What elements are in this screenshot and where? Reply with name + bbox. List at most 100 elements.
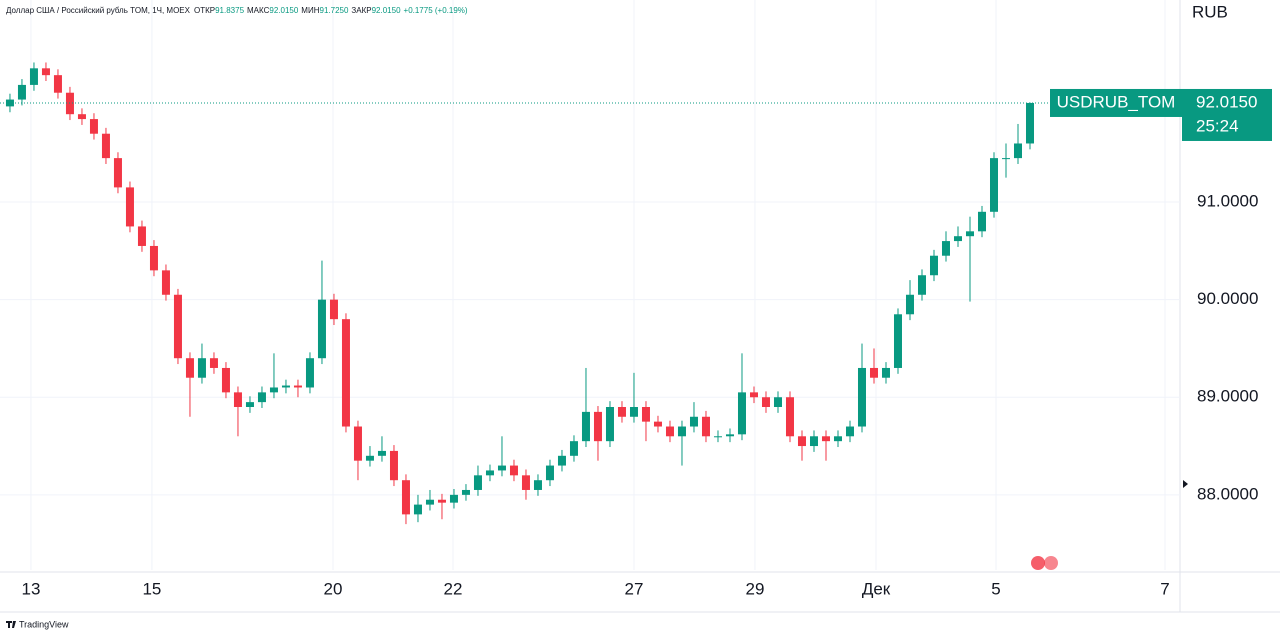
candle-body (149, 245, 158, 271)
candle-body (725, 434, 734, 437)
candle-body (137, 226, 146, 246)
candle-body (125, 187, 134, 227)
candle-body (485, 470, 494, 476)
candle-body (617, 407, 626, 417)
candle-body (437, 499, 446, 503)
candle-body (329, 299, 338, 320)
legend: Доллар США / Российский рубль TOM, 1Ч, M… (6, 6, 468, 15)
candle-body (377, 450, 386, 456)
candle-body (533, 480, 542, 490)
candle-body (365, 455, 374, 461)
candle-body (413, 504, 422, 515)
candle-body (245, 402, 254, 408)
x-tick-label: 15 (142, 579, 161, 598)
logo (6, 621, 16, 628)
candle-body (293, 385, 302, 388)
candle-body (857, 367, 866, 427)
candle-body (197, 358, 206, 378)
candle-body (761, 397, 770, 408)
candle-body (1025, 102, 1034, 144)
candle-body (953, 236, 962, 242)
price-tag (1182, 88, 1272, 141)
candle-body (821, 436, 830, 442)
y-tick-label: 90.0000 (1197, 289, 1258, 308)
candle-body (773, 397, 782, 408)
candle-body (497, 465, 506, 471)
candle-body (173, 294, 182, 359)
candle-body (917, 275, 926, 295)
x-tick-label: Дек (862, 579, 891, 598)
candle-body (977, 211, 986, 232)
candle-body (1013, 143, 1022, 159)
x-tick-label: 20 (324, 579, 343, 598)
candle-body (701, 416, 710, 437)
candle-body (521, 475, 530, 490)
candle-body (677, 426, 686, 437)
countdown: 25:24 (1196, 116, 1239, 135)
candle-body (869, 367, 878, 378)
scroll-arrow[interactable] (1183, 480, 1188, 488)
candle-body (905, 294, 914, 315)
candle-body (545, 465, 554, 481)
candle-body (161, 270, 170, 295)
candle-body (17, 84, 26, 100)
symbol-label: USDRUB_TOM (1057, 92, 1176, 111)
candle-body (833, 436, 842, 442)
plot (0, 0, 1180, 570)
candle-body (305, 358, 314, 388)
candle-body (221, 367, 230, 393)
candle-body (389, 450, 398, 481)
candle-body (713, 436, 722, 438)
legend-item: 91.7250 (320, 6, 349, 15)
candle-body (1001, 158, 1010, 160)
candle-body (965, 231, 974, 237)
legend-item: ОТКР (194, 6, 215, 15)
candle-body (77, 114, 86, 120)
x-tick-label: 5 (991, 579, 1000, 598)
candle-body (317, 299, 326, 359)
x-tick-label: 7 (1160, 579, 1169, 598)
y-tick-label: 88.0000 (1197, 484, 1258, 503)
candle-body (653, 421, 662, 427)
candle-body (449, 494, 458, 503)
legend-item: 92.0150 (372, 6, 401, 15)
currency[interactable]: RUB (1192, 2, 1228, 21)
candle-body (989, 158, 998, 212)
x-tick-label: 13 (22, 579, 41, 598)
candle-body (605, 407, 614, 442)
candle-body (593, 411, 602, 442)
x-tick-label: 29 (745, 579, 764, 598)
candle-body (809, 436, 818, 447)
candle-body (797, 436, 806, 447)
candle-body (113, 158, 122, 188)
candle-body (689, 416, 698, 427)
candle-body (845, 426, 854, 437)
candle-body (569, 441, 578, 456)
candle-body (353, 426, 362, 461)
candle-body (29, 68, 38, 85)
x-tick-label: 27 (625, 579, 644, 598)
legend-item: ЗАКР (351, 6, 371, 15)
event-icon[interactable] (1031, 556, 1045, 570)
candle-body (185, 358, 194, 378)
y-tick-label: 89.0000 (1197, 387, 1258, 406)
legend-item: +0.1775 (+0.19%) (404, 6, 468, 15)
candle-body (665, 426, 674, 437)
candle-body (269, 387, 278, 393)
candle-body (641, 407, 650, 422)
last-price-label: 92.0150 (1196, 92, 1257, 111)
candle-body (893, 314, 902, 368)
event-icon[interactable] (1044, 556, 1058, 570)
legend-item: 91.8375 (215, 6, 244, 15)
symbol-tag (1050, 88, 1182, 117)
candle-body (341, 319, 350, 427)
candle-body (785, 397, 794, 437)
candle-body (629, 407, 638, 417)
candle-body (401, 480, 410, 515)
candle-body (473, 475, 482, 490)
candle-body (737, 392, 746, 435)
y-tick-label: 91.0000 (1197, 192, 1258, 211)
candle-body (257, 392, 266, 403)
branding: TradingView (19, 619, 69, 629)
